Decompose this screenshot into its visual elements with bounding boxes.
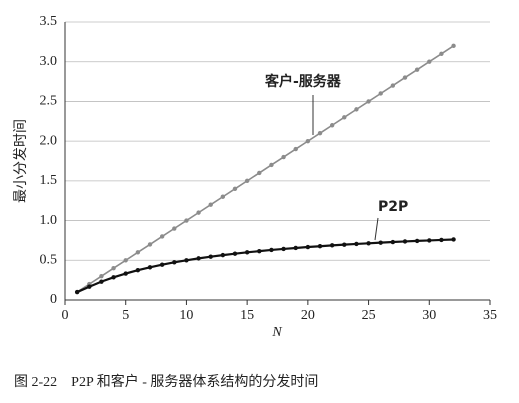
- data-point: [317, 244, 323, 249]
- data-point: [232, 186, 238, 191]
- data-point: [366, 99, 371, 104]
- x-axis-label: N: [271, 325, 282, 340]
- y-tick-label: 2.5: [40, 94, 58, 109]
- y-tick-label: 2.0: [40, 133, 58, 148]
- y-tick-label: 0.5: [40, 253, 58, 268]
- x-tick-label: 10: [179, 308, 193, 323]
- data-point: [451, 237, 456, 242]
- data-point: [208, 254, 213, 259]
- data-point: [99, 273, 104, 279]
- data-point: [439, 237, 444, 243]
- data-point: [366, 241, 371, 246]
- annotation-leader: [374, 217, 379, 241]
- data-point: [329, 243, 335, 248]
- data-point: [390, 239, 396, 245]
- data-point: [244, 250, 250, 255]
- data-point: [196, 256, 201, 261]
- y-tick-label: 1.0: [40, 213, 58, 228]
- annotation: P2P: [378, 199, 408, 215]
- data-point: [378, 240, 383, 245]
- data-point: [354, 241, 359, 247]
- data-point: [220, 252, 226, 258]
- data-point: [281, 154, 286, 160]
- data-point: [402, 239, 408, 244]
- x-tick-label: 20: [301, 308, 315, 323]
- caption: 图 2-22 P2P 和客户 - 服务器体系结构的分发时间: [14, 373, 318, 390]
- data-point: [342, 242, 347, 247]
- data-point: [342, 115, 347, 120]
- data-point: [147, 242, 153, 247]
- data-point: [305, 138, 311, 144]
- y-tick-label: 3.5: [40, 14, 58, 29]
- data-point: [99, 279, 104, 284]
- data-point: [172, 260, 177, 265]
- data-point: [123, 271, 128, 276]
- data-point: [111, 275, 116, 280]
- data-point: [293, 245, 298, 251]
- data-point: [451, 43, 456, 49]
- data-point: [123, 258, 128, 263]
- y-tick-label: 3.0: [40, 54, 58, 69]
- series-line: [76, 238, 454, 294]
- data-point: [208, 202, 213, 207]
- data-point: [281, 246, 286, 252]
- data-point: [135, 250, 141, 255]
- data-point: [135, 268, 141, 273]
- data-point: [196, 210, 201, 215]
- x-tick-label: 35: [483, 308, 497, 323]
- data-point: [402, 75, 408, 80]
- data-point: [147, 265, 153, 270]
- annotation: 客户-服务器: [264, 73, 342, 90]
- x-tick-label: 30: [422, 308, 436, 323]
- data-point: [74, 289, 80, 295]
- data-point: [354, 107, 359, 112]
- y-axis-label: 最小分发时间: [13, 119, 29, 203]
- y-tick-label: 0: [50, 292, 57, 307]
- data-point: [257, 170, 262, 176]
- data-point: [220, 194, 226, 199]
- data-point: [184, 258, 189, 263]
- data-point: [329, 123, 335, 128]
- data-point: [172, 226, 177, 231]
- data-point: [317, 131, 323, 136]
- x-tick-label: 0: [62, 308, 69, 323]
- data-point: [257, 248, 262, 254]
- data-point: [439, 51, 444, 56]
- data-point: [111, 266, 116, 271]
- data-point: [159, 262, 165, 267]
- data-point: [427, 59, 432, 64]
- data-point: [87, 284, 92, 289]
- data-point: [159, 234, 165, 239]
- data-point: [390, 83, 396, 88]
- data-point: [232, 251, 238, 256]
- y-tick-label: 1.5: [40, 173, 58, 188]
- data-point: [305, 244, 311, 250]
- x-tick-label: 25: [362, 308, 376, 323]
- data-point: [244, 178, 250, 184]
- data-point: [414, 67, 420, 72]
- data-point: [269, 247, 274, 253]
- data-point: [378, 91, 383, 96]
- x-tick-label: 5: [122, 308, 129, 323]
- data-point: [293, 146, 298, 152]
- x-tick-label: 15: [240, 308, 254, 323]
- data-point: [184, 218, 189, 223]
- data-point: [269, 162, 274, 168]
- data-point: [427, 238, 432, 243]
- series-line: [76, 45, 455, 293]
- data-point: [414, 238, 420, 244]
